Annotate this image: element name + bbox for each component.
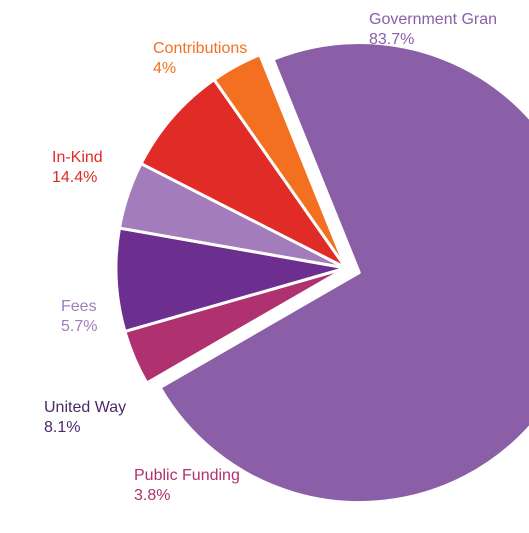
- slice-value-in-kind: 14.4%: [52, 169, 97, 186]
- slice-label-fees: Fees: [61, 298, 97, 315]
- pie-slice-united-way: [114, 226, 348, 333]
- slice-value-fees: 5.7%: [61, 318, 97, 335]
- slice-label-contributions: Contributions: [153, 40, 247, 57]
- pie-labels: Government Gran 83.7% Public Funding 3.8% Un…: [44, 11, 497, 504]
- pie-slice-in-kind: [139, 78, 348, 270]
- slice-label-united-way: United Way: [44, 399, 126, 416]
- pie-slice-government-grants: [158, 41, 529, 505]
- pie-slice-contributions: [212, 53, 348, 270]
- slice-value-public-funding: 3.8%: [134, 487, 170, 504]
- slice-value-government-grants: 83.7%: [369, 31, 414, 48]
- slice-value-contributions: 4%: [153, 60, 176, 77]
- slice-label-government-grants: Government Gran: [369, 11, 497, 28]
- slice-label-in-kind: In-Kind: [52, 149, 103, 166]
- slice-label-public-funding: Public Funding: [134, 467, 240, 484]
- pie-slices: [114, 41, 529, 505]
- slice-value-united-way: 8.1%: [44, 419, 80, 436]
